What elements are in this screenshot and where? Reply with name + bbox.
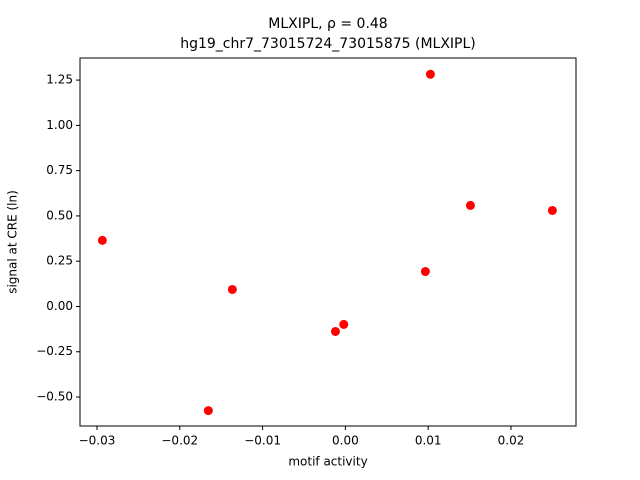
y-tick-label: 0.50: [46, 208, 73, 222]
point: [420, 267, 430, 277]
y-axis-label: signal at CRE (ln): [6, 190, 20, 294]
x-tick-label: 0.01: [415, 434, 442, 448]
y-tick-label: 1.25: [46, 73, 73, 87]
y-tick-label: −0.50: [36, 390, 73, 404]
point: [465, 200, 475, 210]
point: [330, 326, 340, 336]
x-tick-label: 0.00: [332, 434, 359, 448]
y-tick-label: 0.75: [46, 163, 73, 177]
point: [425, 69, 435, 79]
x-tick-label: 0.02: [498, 434, 525, 448]
plot-frame: [79, 57, 577, 427]
y-tick-label: 1.00: [46, 118, 73, 132]
chart-subtitle: hg19_chr7_73015724_73015875 (MLXIPL): [180, 36, 476, 52]
point: [227, 284, 237, 294]
y-tick-label: 0.00: [46, 299, 73, 313]
point: [203, 406, 213, 416]
chart-title: MLXIPL, ρ = 0.48: [268, 16, 387, 32]
x-tick-label: −0.01: [244, 434, 281, 448]
point: [97, 235, 107, 245]
point: [547, 205, 557, 215]
x-tick-label: −0.02: [161, 434, 198, 448]
y-tick-label: −0.25: [36, 344, 73, 358]
x-axis-label: motif activity: [288, 455, 367, 469]
y-tick-label: 0.25: [46, 254, 73, 268]
point: [339, 319, 349, 329]
x-tick-label: −0.03: [79, 434, 116, 448]
